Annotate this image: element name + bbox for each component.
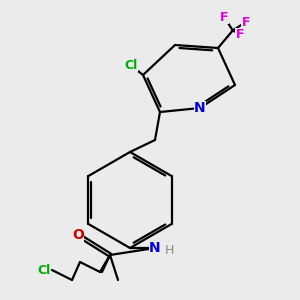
Text: O: O: [72, 228, 84, 242]
Text: F: F: [220, 11, 229, 24]
Text: Cl: Cl: [37, 263, 50, 277]
Text: N: N: [194, 101, 206, 115]
Text: N: N: [149, 241, 161, 255]
Text: Cl: Cl: [125, 59, 138, 72]
Text: F: F: [242, 16, 250, 29]
Text: F: F: [236, 28, 244, 41]
Text: H: H: [165, 244, 175, 257]
